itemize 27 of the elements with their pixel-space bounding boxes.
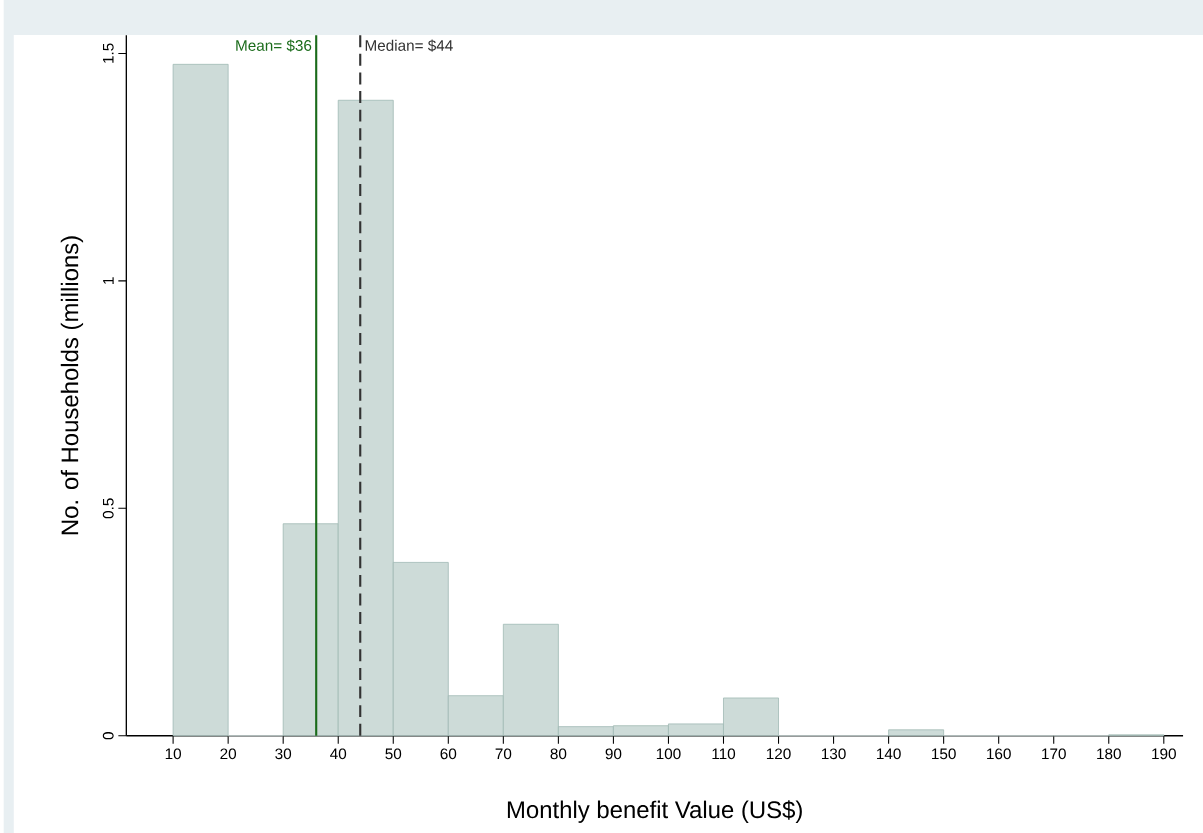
x-tick-label: 90 <box>605 748 622 760</box>
y-tick-label: 1.5 <box>102 43 114 63</box>
y-tick-label: 0.5 <box>102 498 114 519</box>
x-tick-label: 130 <box>821 748 846 760</box>
ref-line-label: Mean= $36 <box>236 39 312 52</box>
x-tick-label: 70 <box>495 748 512 760</box>
x-tick-label: 80 <box>550 748 567 760</box>
x-tick-label: 140 <box>877 748 901 760</box>
y-axis-title: No. of Households (millions) <box>60 236 84 535</box>
x-tick-label: 40 <box>330 748 347 760</box>
y-tick-label: 0 <box>102 731 114 740</box>
y-tick-label: 1 <box>103 277 114 284</box>
x-tick-label: 120 <box>766 748 791 760</box>
x-tick-label: 60 <box>440 748 457 760</box>
x-tick-label: 30 <box>275 748 292 760</box>
x-tick-label: 160 <box>987 748 1011 760</box>
x-tick-label: 110 <box>712 748 736 760</box>
x-axis-title: Monthly benefit Value (US$) <box>507 800 802 823</box>
x-tick-label: 10 <box>165 748 181 760</box>
x-tick-label: 150 <box>932 748 956 760</box>
x-tick-label: 20 <box>220 748 237 760</box>
x-tick-label: 100 <box>656 748 681 760</box>
x-tick-label: 180 <box>1097 748 1121 760</box>
ref-line-label: Median= $44 <box>365 39 453 52</box>
x-tick-label: 50 <box>385 748 402 760</box>
x-tick-label: 190 <box>1152 748 1176 760</box>
x-tick-label: 170 <box>1042 748 1066 760</box>
